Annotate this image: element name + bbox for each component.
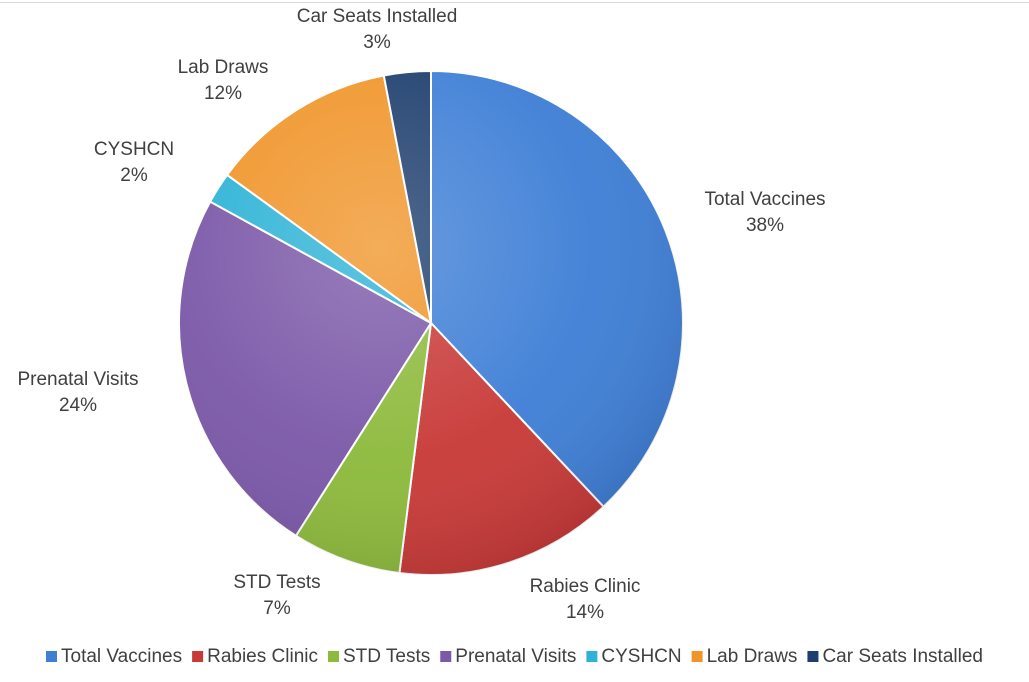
slice-labels: Total Vaccines 38% Rabies Clinic 14% STD Tes… bbox=[17, 6, 825, 623]
pie-slices bbox=[178, 69, 684, 576]
legend-label-prenatal-visits: Prenatal Visits bbox=[455, 646, 576, 667]
slice-label-rabies-clinic: Rabies Clinic bbox=[530, 576, 641, 597]
legend-swatch-lab-draws bbox=[691, 651, 703, 662]
slice-percent-car-seats-installed: 3% bbox=[363, 32, 391, 53]
slice-label-cyshcn: CYSHCN bbox=[94, 139, 174, 160]
legend-swatch-total-vaccines bbox=[46, 651, 57, 662]
legend-item-std-tests: STD Tests bbox=[327, 646, 430, 667]
legend-swatch-std-tests bbox=[327, 651, 339, 662]
slice-percent-total-vaccines: 38% bbox=[746, 215, 784, 236]
top-border bbox=[0, 2, 1029, 3]
slice-percent-prenatal-visits: 24% bbox=[59, 395, 97, 416]
slice-label-std-tests: STD Tests bbox=[233, 572, 320, 593]
slice-label-lab-draws: Lab Draws bbox=[178, 57, 269, 78]
legend-item-total-vaccines: Total Vaccines bbox=[46, 646, 182, 667]
legend-item-lab-draws: Lab Draws bbox=[691, 646, 798, 667]
legend-item-cyshcn: CYSHCN bbox=[586, 646, 682, 667]
slice-percent-cyshcn: 2% bbox=[120, 165, 148, 186]
legend-item-prenatal-visits: Prenatal Visits bbox=[440, 646, 576, 667]
legend-label-cyshcn: CYSHCN bbox=[601, 646, 681, 667]
legend-label-lab-draws: Lab Draws bbox=[707, 646, 798, 667]
legend-label-std-tests: STD Tests bbox=[343, 646, 430, 667]
legend: Total Vaccines Rabies Clinic STD Tests Pren… bbox=[46, 646, 983, 667]
legend-swatch-car-seats-installed bbox=[807, 651, 819, 662]
legend-item-car-seats-installed: Car Seats Installed bbox=[807, 646, 983, 667]
slice-label-car-seats-installed: Car Seats Installed bbox=[297, 6, 458, 27]
slice-label-total-vaccines: Total Vaccines bbox=[704, 189, 825, 210]
slice-percent-std-tests: 7% bbox=[263, 598, 291, 619]
slice-percent-rabies-clinic: 14% bbox=[566, 602, 604, 623]
legend-swatch-cyshcn bbox=[586, 651, 598, 662]
legend-label-car-seats-installed: Car Seats Installed bbox=[822, 646, 983, 667]
slice-percent-lab-draws: 12% bbox=[204, 83, 242, 104]
legend-swatch-rabies-clinic bbox=[192, 651, 204, 662]
legend-swatch-prenatal-visits bbox=[440, 651, 452, 662]
legend-item-rabies-clinic: Rabies Clinic bbox=[192, 646, 318, 667]
slice-label-prenatal-visits: Prenatal Visits bbox=[17, 369, 138, 390]
legend-label-rabies-clinic: Rabies Clinic bbox=[207, 646, 318, 667]
legend-label-total-vaccines: Total Vaccines bbox=[61, 646, 182, 667]
